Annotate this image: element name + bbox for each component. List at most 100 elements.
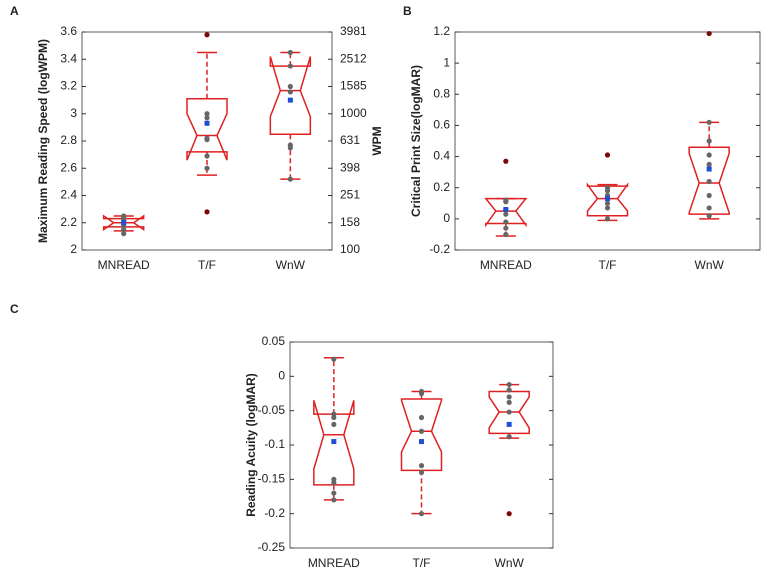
- outlier: [604, 152, 611, 158]
- data-point: [287, 49, 293, 56]
- plot-frame: [289, 341, 554, 549]
- data-point: [287, 176, 293, 182]
- data-point: [706, 152, 712, 158]
- data-point: [121, 231, 127, 237]
- data-point: [204, 111, 210, 117]
- data-point: [506, 434, 512, 440]
- data-point: [604, 205, 611, 211]
- y-tick-label: -0.2: [264, 506, 285, 520]
- data-point: [418, 469, 425, 476]
- y2-tick-label: 398: [340, 160, 360, 174]
- y-tick-label: 3.6: [60, 24, 77, 38]
- outlier: [204, 209, 210, 215]
- x-tick-label: WnW: [495, 556, 525, 568]
- y2-tick-label: 251: [340, 188, 360, 202]
- y-tick-label: -0.2: [429, 242, 450, 256]
- data-point: [418, 390, 425, 397]
- x-tick-label: T/F: [198, 258, 216, 272]
- data-point: [331, 480, 337, 486]
- y2-tick-label: 631: [340, 133, 360, 147]
- data-point: [706, 205, 712, 211]
- mean-marker: [121, 220, 127, 226]
- data-point: [503, 199, 509, 205]
- outlier: [503, 158, 509, 164]
- data-point: [418, 463, 425, 469]
- data-point: [604, 200, 611, 206]
- box: [688, 146, 730, 215]
- data-point: [287, 89, 293, 95]
- data-point: [331, 421, 337, 427]
- y-axis-label: Reading Acuity (logMAR): [244, 373, 258, 517]
- y2-tick-label: 100: [340, 242, 360, 256]
- data-point: [331, 414, 337, 421]
- y-tick-label: 0.2: [433, 180, 450, 194]
- data-point: [506, 399, 512, 406]
- data-point: [503, 231, 509, 238]
- data-point: [331, 356, 337, 362]
- mean-marker: [287, 97, 293, 103]
- x-tick-label: MNREAD: [480, 258, 532, 272]
- y2-tick-label: 1000: [340, 106, 367, 120]
- y-tick-label: 3: [70, 106, 77, 120]
- mean-marker: [506, 421, 512, 427]
- plot-frame: [454, 31, 761, 251]
- data-point: [287, 145, 293, 151]
- y-tick-label: 3.4: [60, 51, 77, 65]
- x-tick-label: T/F: [413, 556, 431, 568]
- mean-marker: [331, 439, 337, 445]
- x-tick-label: WnW: [276, 258, 306, 272]
- x-tick-label: WnW: [695, 258, 725, 272]
- data-point: [506, 381, 512, 388]
- data-point: [418, 428, 425, 434]
- data-point: [506, 387, 512, 393]
- y-axis-label: Maximum Reading Speed (logWPM): [36, 39, 50, 243]
- y-tick-label: -0.15: [258, 472, 286, 486]
- x-tick-label: T/F: [599, 258, 617, 272]
- mean-marker: [419, 439, 424, 445]
- data-point: [418, 511, 425, 517]
- x-tick-label: MNREAD: [308, 556, 360, 568]
- data-point: [706, 178, 712, 185]
- data-point: [121, 226, 127, 233]
- y-tick-label: 0: [278, 369, 285, 383]
- data-point: [503, 225, 509, 231]
- y-tick-label: 2.4: [60, 188, 77, 202]
- y-tick-label: 0.8: [433, 86, 450, 100]
- y-tick-label: -0.25: [258, 540, 286, 554]
- data-point: [204, 165, 210, 171]
- y-tick-label: 0.6: [433, 118, 450, 132]
- box: [186, 98, 228, 161]
- box: [102, 214, 145, 231]
- outlier: [706, 30, 712, 37]
- y2-tick-label: 158: [340, 215, 360, 229]
- data-point: [204, 115, 210, 121]
- mean-marker: [605, 196, 610, 202]
- y-tick-label: 3.2: [60, 79, 77, 93]
- box: [313, 400, 355, 486]
- data-point: [204, 137, 210, 143]
- data-point: [604, 216, 611, 222]
- y2-tick-label: 1585: [340, 79, 367, 93]
- data-point: [121, 213, 127, 219]
- y-tick-label: 0.05: [262, 334, 286, 348]
- data-point: [418, 414, 425, 421]
- data-point: [331, 490, 337, 496]
- data-point: [287, 83, 293, 90]
- mean-marker: [503, 207, 509, 213]
- y-tick-label: -0.05: [258, 403, 286, 417]
- y2-tick-label: 3981: [340, 24, 367, 38]
- y-tick-label: 1: [443, 55, 450, 69]
- panel-label: A: [10, 4, 19, 18]
- outlier: [506, 511, 512, 517]
- box: [586, 182, 629, 217]
- x-tick-label: MNREAD: [98, 258, 150, 272]
- data-point: [204, 153, 210, 159]
- outlier: [204, 32, 210, 38]
- data-point: [331, 497, 337, 503]
- y-axis-label: Critical Print Size(logMAR): [409, 65, 423, 217]
- box: [269, 56, 312, 135]
- mean-marker: [204, 120, 210, 126]
- y-tick-label: 2.8: [60, 133, 77, 147]
- data-point: [506, 409, 512, 415]
